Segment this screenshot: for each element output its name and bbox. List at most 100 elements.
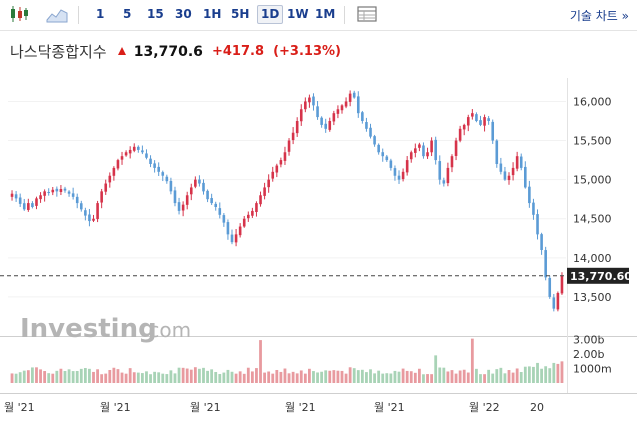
volume-bar	[454, 373, 458, 383]
candle-body	[124, 152, 128, 156]
volume-bar	[10, 373, 14, 383]
candle-body	[462, 124, 466, 130]
up-arrow-icon	[117, 46, 126, 55]
timeframe-1h[interactable]: 1H	[203, 7, 222, 21]
candle-body	[471, 113, 474, 117]
volume-bar	[312, 371, 315, 383]
volume-bar	[287, 373, 291, 383]
timeframe-5[interactable]: 5	[123, 7, 132, 21]
candle-body	[377, 144, 380, 153]
volume-bar	[495, 369, 499, 383]
volume-bar	[238, 371, 242, 383]
candle-body	[385, 156, 389, 161]
candle-body	[149, 158, 152, 164]
volume-bar	[22, 370, 26, 383]
candle-body	[479, 120, 482, 125]
price-change: +417.8	[211, 44, 264, 59]
volume-bar	[446, 371, 450, 383]
timeframe-1d[interactable]: 1D	[257, 5, 284, 24]
volume-bar	[365, 372, 368, 383]
candle-body	[255, 203, 258, 213]
candle-body	[336, 109, 340, 114]
volume-bar	[527, 366, 531, 383]
candle-body	[458, 128, 462, 141]
candle-body	[247, 214, 250, 219]
candle-body	[291, 132, 295, 141]
volume-bar	[511, 372, 515, 383]
candle-body	[528, 186, 531, 204]
volume-bar	[214, 371, 218, 383]
candle-body	[507, 175, 511, 181]
volume-bar	[324, 370, 328, 383]
candle-body	[438, 161, 442, 180]
y-tick-label: 15,500	[573, 135, 612, 148]
volume-bar	[185, 368, 189, 383]
volume-bar	[104, 373, 108, 383]
volume-bar	[348, 367, 352, 383]
candle-body	[287, 140, 291, 152]
candle-body	[214, 203, 218, 207]
candle-body	[96, 203, 99, 220]
candle-body	[251, 210, 254, 216]
candle-body	[324, 123, 327, 129]
timeframe-1w[interactable]: 1W	[287, 7, 309, 21]
volume-bar	[426, 374, 429, 383]
volume-bar	[373, 373, 376, 383]
candle-body	[328, 121, 332, 130]
volume-bar	[316, 372, 319, 383]
volume-tick-label: 1000m	[573, 362, 612, 375]
volume-bar	[279, 371, 283, 383]
volume-bar	[503, 373, 507, 383]
candle-body	[259, 195, 262, 205]
y-tick-label: 13,500	[573, 291, 612, 304]
candle-body	[173, 190, 177, 204]
candle-body	[365, 122, 368, 129]
timeframe-5h[interactable]: 5H	[231, 7, 250, 21]
candle-body	[519, 156, 523, 168]
candle-body	[389, 160, 393, 168]
candle-body	[401, 171, 405, 180]
volume-bar	[352, 368, 356, 383]
candle-body	[137, 146, 140, 150]
timeframe-15[interactable]: 15	[147, 7, 164, 21]
volume-bar	[242, 373, 246, 383]
volume-bar	[397, 371, 401, 383]
instrument-header: 나스닥종합지수 13,770.6 +417.8 (+3.13%)	[10, 41, 341, 61]
data-table-icon[interactable]	[356, 5, 378, 23]
timeframe-30[interactable]: 30	[175, 7, 192, 21]
candle-body	[418, 144, 421, 148]
candlestick-chart-icon[interactable]	[8, 5, 30, 23]
candle-body	[271, 171, 275, 179]
candle-body	[332, 113, 336, 122]
volume-bar	[475, 368, 478, 383]
candle-body	[132, 146, 136, 151]
timeframe-1m[interactable]: 1M	[315, 7, 336, 21]
candle-body	[67, 191, 71, 194]
volume-bar	[222, 372, 226, 383]
volume-bar	[206, 370, 209, 383]
volume-bar	[560, 361, 564, 383]
technical-chart-link[interactable]: 기술 차트 »	[569, 9, 629, 23]
volume-bar	[43, 371, 47, 383]
candle-body	[524, 166, 527, 188]
timeframe-1[interactable]: 1	[96, 7, 105, 21]
volume-bar	[483, 374, 486, 383]
candle-body	[308, 97, 311, 103]
candle-body	[267, 179, 270, 188]
candle-body	[532, 202, 535, 215]
volume-bar	[153, 371, 157, 383]
volume-bar	[267, 371, 271, 383]
volume-bar	[303, 373, 307, 383]
y-tick-label: 14,000	[573, 252, 612, 265]
x-tick-label: 월 '21	[4, 401, 35, 414]
volume-bar	[523, 366, 527, 383]
volume-bar	[71, 371, 75, 383]
y-tick-label: 14,500	[573, 213, 612, 226]
area-chart-icon[interactable]	[46, 5, 68, 23]
volume-bar	[145, 371, 148, 383]
svg-text:Investing: Investing	[20, 314, 157, 344]
candle-body	[75, 196, 79, 204]
volume-bar	[377, 370, 381, 383]
candle-body	[27, 203, 30, 210]
